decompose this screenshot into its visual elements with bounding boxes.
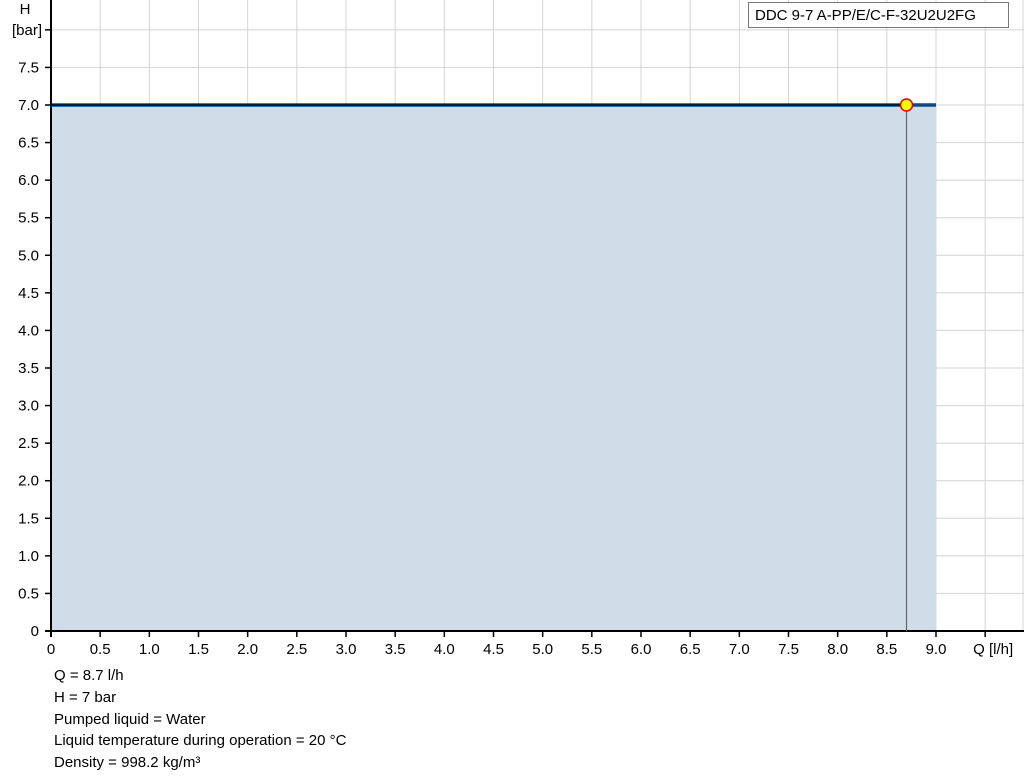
info-flow: Q = 8.7 l/h <box>54 667 124 684</box>
x-tick-label: 6.5 <box>680 641 701 658</box>
y-tick-label: 6.0 <box>18 172 39 189</box>
x-tick-label: 9.0 <box>926 641 947 658</box>
y-tick-label: 2.5 <box>18 435 39 452</box>
x-tick-label: 3.5 <box>385 641 406 658</box>
y-tick-label: 7.0 <box>18 97 39 114</box>
info-liquid: Pumped liquid = Water <box>54 710 206 728</box>
tick-labels: 0 0.5 1.0 1.5 2.0 2.5 3.0 3.5 4.0 4.5 5.0 5.5 6.0 6.5… <box>12 1 1013 658</box>
y-tick-label: 0.5 <box>18 585 39 602</box>
x-tick-label: 2.0 <box>237 641 258 658</box>
x-tick-label: 1.0 <box>139 641 160 658</box>
y-tick-label: 4.5 <box>18 285 39 302</box>
y-tick-label: 3.0 <box>18 398 39 415</box>
x-tick-label: 0.5 <box>90 641 111 658</box>
y-tick-label: 4.0 <box>18 322 39 339</box>
x-tick-label: 8.0 <box>827 641 848 658</box>
y-tick-label: 3.5 <box>18 360 39 377</box>
marks <box>51 98 936 631</box>
info-block: Q = 8.7 l/h H = 7 bar Pumped liquid = Wa… <box>54 665 346 774</box>
curve-fill <box>51 105 936 631</box>
x-tick-label: 6.0 <box>631 641 652 658</box>
x-tick-label: 0 <box>47 641 55 658</box>
x-tick-label: 4.5 <box>483 641 504 658</box>
info-density: Density = 998.2 kg/m³ <box>54 754 201 772</box>
x-tick-label: 4.0 <box>434 641 455 658</box>
y-tick-label: 5.5 <box>18 210 39 227</box>
x-tick-label: 8.5 <box>876 641 897 658</box>
x-tick-label: 3.0 <box>336 641 357 658</box>
y-tick-label: 6.5 <box>18 135 39 152</box>
x-axis-label: Q [l/h] <box>973 641 1013 658</box>
y-axis-unit: [bar] <box>12 22 42 39</box>
curve-area <box>51 105 936 631</box>
y-tick-label: 1.0 <box>18 548 39 565</box>
info-temperature: Liquid temperature during operation = 20… <box>54 732 347 750</box>
y-tick-label: 7.5 <box>18 59 39 76</box>
y-tick-label: 1.5 <box>18 510 39 527</box>
info-head: H = 7 bar <box>54 688 117 706</box>
y-axis-label: H <box>20 1 31 18</box>
x-tick-label: 5.0 <box>532 641 553 658</box>
y-tick-label: 0 <box>31 623 39 640</box>
y-tick-label: 5.0 <box>18 247 39 264</box>
legend: DDC 9-7 A-PP/E/C-F-32U2U2FG <box>748 2 1009 28</box>
x-tick-label: 1.5 <box>188 641 209 658</box>
x-tick-label: 5.5 <box>581 641 602 658</box>
x-tick-label: 2.5 <box>286 641 307 658</box>
x-tick-label: 7.0 <box>729 641 750 658</box>
y-tick-label: 2.0 <box>18 473 39 490</box>
x-tick-label: 7.5 <box>778 641 799 658</box>
operating-point <box>899 98 914 112</box>
